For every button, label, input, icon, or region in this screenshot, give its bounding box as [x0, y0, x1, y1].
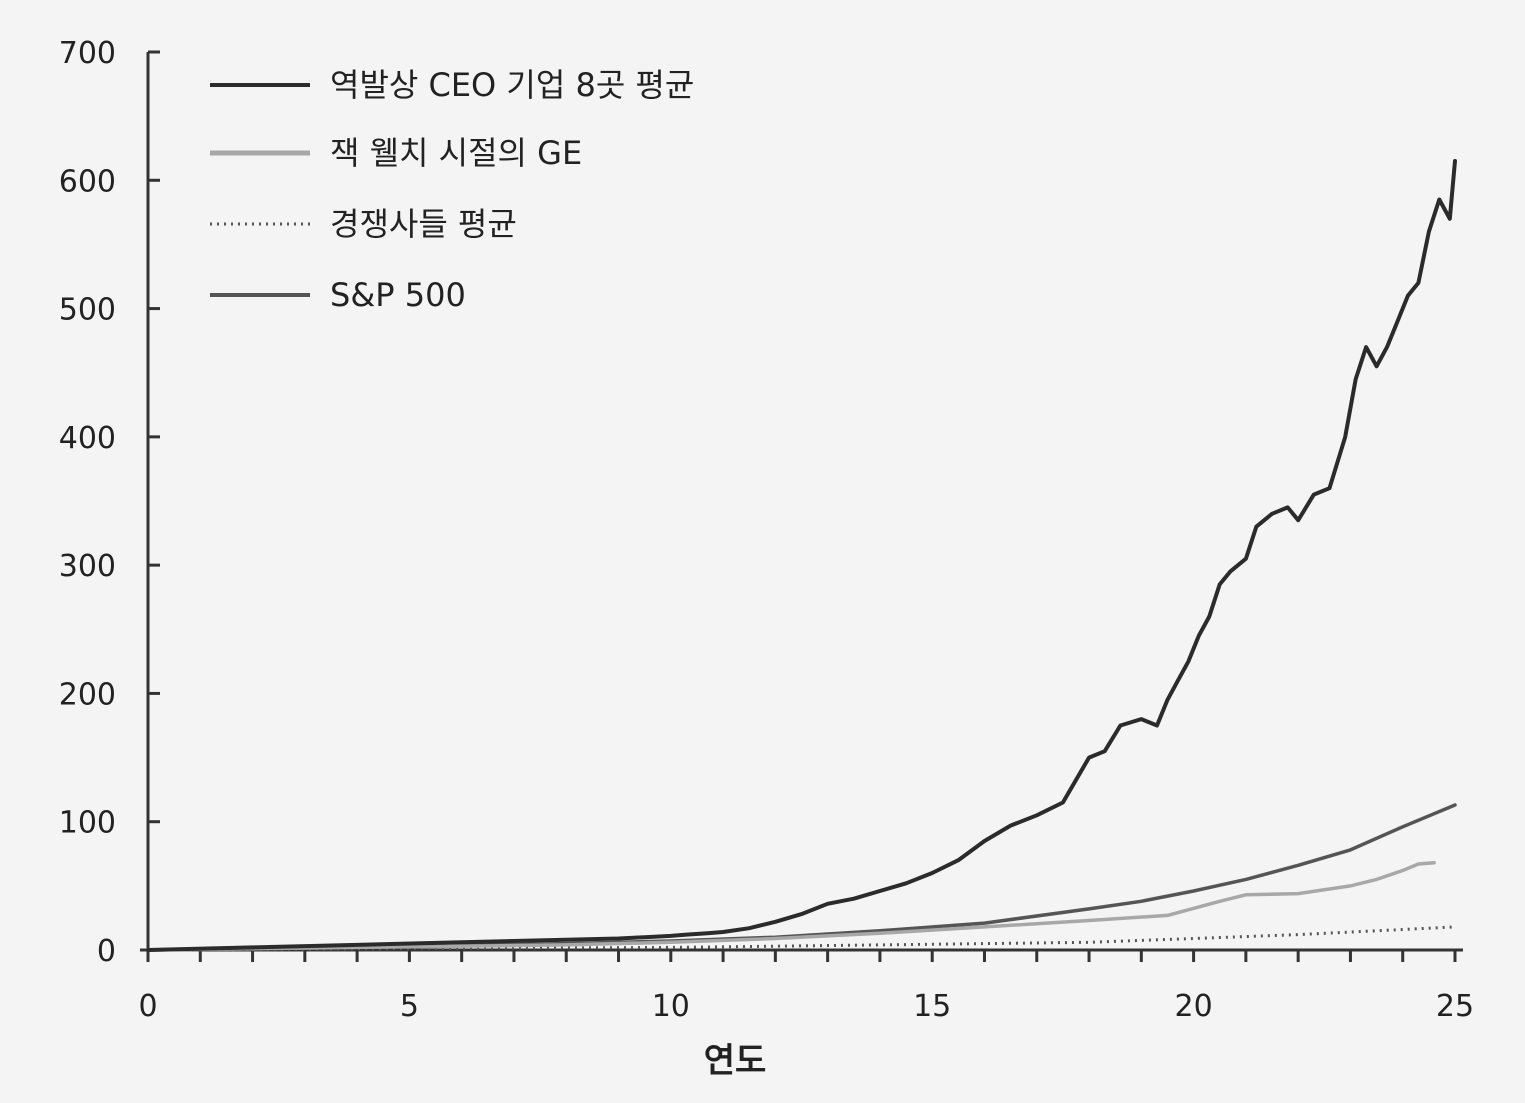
series-line-2	[146, 861, 1436, 952]
x-axis-label: 연도	[704, 1041, 767, 1081]
series-line-4	[146, 803, 1457, 952]
series-layer	[146, 159, 1457, 952]
legend: 역발상 CEO 기업 8곳 평균잭 웰치 시절의 GE 경쟁사들 평균 S&P 50…	[210, 66, 694, 314]
series-line-1	[146, 159, 1457, 952]
x-tick-label: 5	[400, 989, 419, 1024]
legend-label-3: 경쟁사들 평균	[330, 205, 517, 243]
y-tick-label: 700	[59, 36, 116, 71]
y-tick-label: 500	[59, 293, 116, 328]
y-tick-label: 300	[59, 549, 116, 584]
x-tick-label: 25	[1436, 989, 1474, 1024]
chart-axes: 0 100 200 300 400 500 600 700 0 5 10 15 20 25	[59, 36, 1474, 1024]
y-tick-label: 100	[59, 806, 116, 841]
x-tick-label: 0	[138, 989, 157, 1024]
series-line-3	[147, 925, 1456, 952]
y-tick-label: 400	[59, 421, 116, 456]
legend-label-4: S&P 500	[330, 276, 466, 314]
legend-label-1: 역발상 CEO 기업 8곳 평균	[330, 66, 694, 104]
y-tick-label: 600	[59, 164, 116, 199]
y-tick-label: 200	[59, 677, 116, 712]
x-tick-label: 15	[913, 989, 951, 1024]
legend-label-2: 잭 웰치 시절의 GE	[330, 134, 582, 172]
x-tick-label: 20	[1175, 989, 1213, 1024]
y-tick-label: 0	[97, 934, 116, 969]
x-tick-label: 10	[652, 989, 690, 1024]
